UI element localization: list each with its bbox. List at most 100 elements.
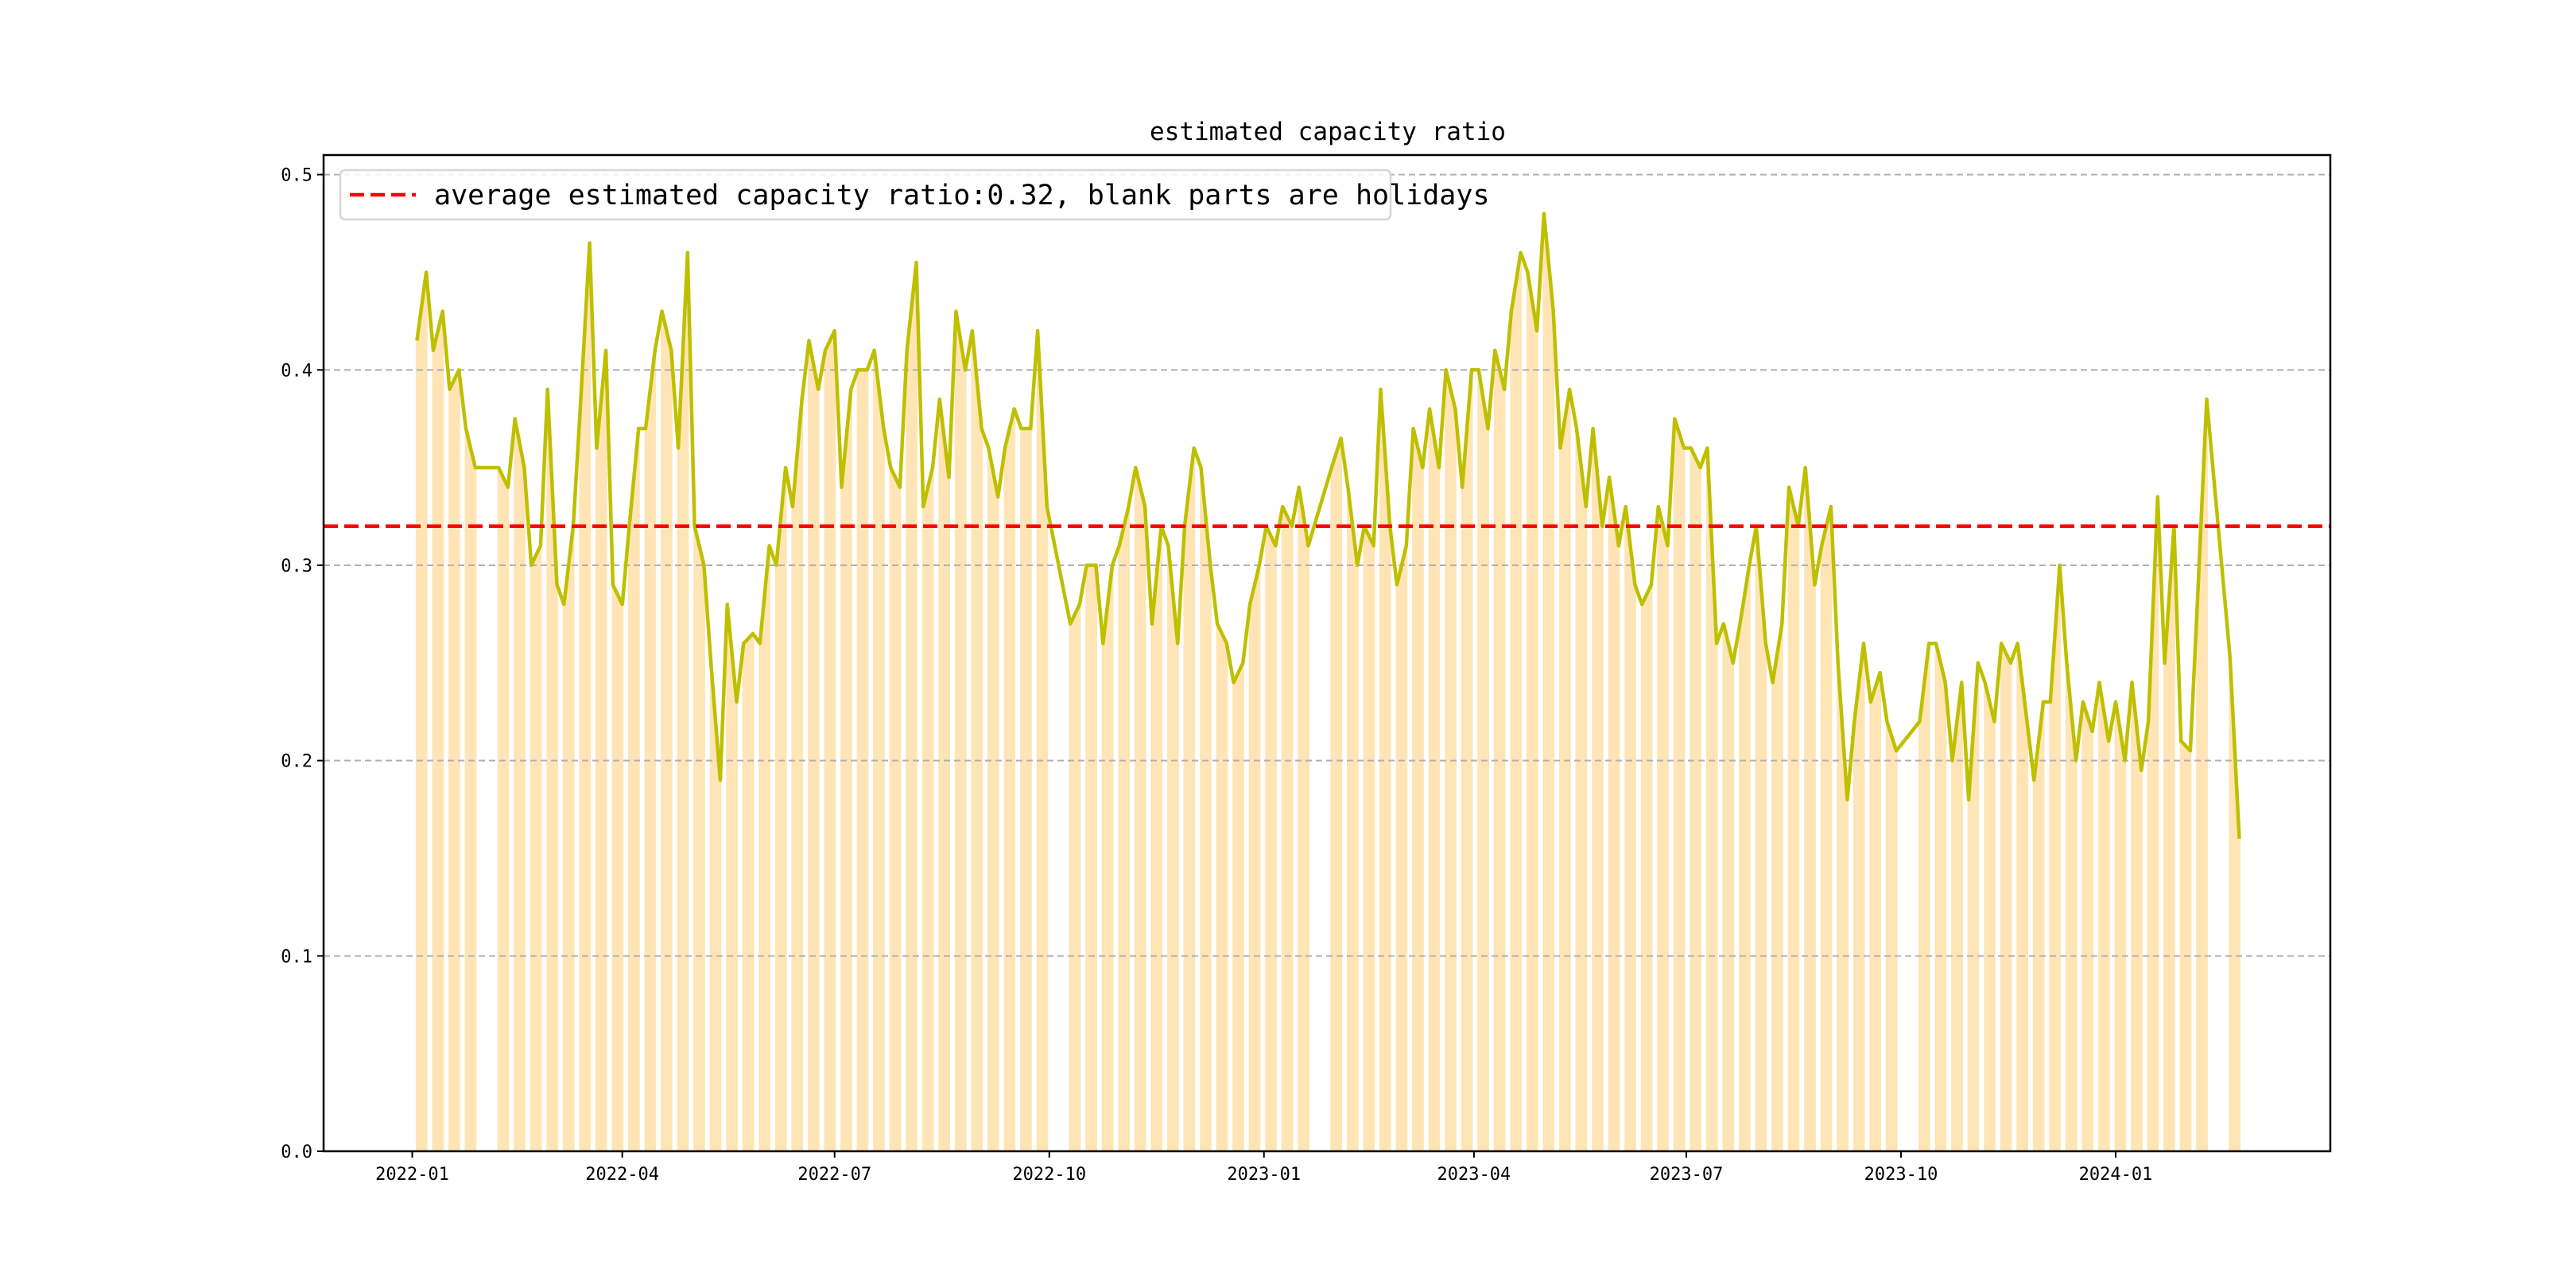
bar [1934, 643, 1947, 1151]
bar [1101, 564, 1114, 1151]
bar [840, 389, 852, 1152]
y-tick-label: 0.1 [281, 947, 312, 967]
bar [1984, 682, 1996, 1151]
bar [644, 350, 657, 1151]
bar [595, 350, 607, 1151]
legend-box [339, 169, 1392, 221]
bar [2147, 496, 2159, 1151]
bar [774, 467, 787, 1151]
x-axis: 2022-01 2022-04 2022-07 2022-10 2023-01 2023-… [375, 1151, 2152, 1185]
bar [987, 448, 999, 1151]
bar [1265, 526, 1277, 1151]
bar [1640, 584, 1653, 1151]
bar [1281, 506, 1294, 1151]
bar [1852, 643, 1865, 1151]
bar [921, 467, 934, 1151]
bar [1200, 467, 1212, 1151]
bar [628, 428, 640, 1151]
bar [2032, 701, 2045, 1151]
y-tick-label: 0.5 [281, 166, 312, 186]
bar [1183, 448, 1196, 1151]
bar [1363, 526, 1375, 1151]
bar [415, 272, 428, 1152]
bar [1820, 506, 1833, 1151]
x-tick-label: 2022-04 [585, 1165, 659, 1185]
bar [1787, 487, 1800, 1151]
bar [579, 242, 592, 1151]
bar [1510, 252, 1523, 1151]
bar [1232, 662, 1244, 1151]
bar [1771, 623, 1783, 1151]
capacity-ratio-line [415, 211, 2241, 840]
bar [889, 467, 902, 1151]
bar [1412, 428, 1424, 1151]
bar [1069, 604, 1081, 1151]
bar [1298, 487, 1309, 1151]
bar [1020, 428, 1032, 1151]
bar [1885, 721, 1898, 1151]
bar [1918, 643, 1930, 1151]
bar [661, 311, 673, 1151]
bar [2163, 526, 2175, 1151]
bar [1804, 467, 1816, 1151]
bar [2000, 643, 2012, 1151]
bar [1395, 545, 1408, 1151]
bar [497, 467, 510, 1151]
x-tick-label: 2022-01 [375, 1165, 449, 1185]
bar [2179, 741, 2192, 1151]
bar [432, 311, 444, 1151]
x-tick-label: 2022-07 [797, 1165, 871, 1185]
bar [1657, 506, 1669, 1151]
bar [1722, 623, 1735, 1151]
bar [1608, 477, 1620, 1151]
bar [677, 252, 689, 1151]
x-tick-label: 2024-01 [2079, 1165, 2153, 1185]
bar [1166, 545, 1179, 1151]
bar [1085, 564, 1097, 1151]
bar [2065, 662, 2077, 1151]
bar [709, 662, 722, 1151]
bar [611, 584, 624, 1151]
bar [1690, 448, 1702, 1151]
bar [873, 350, 885, 1151]
bar [1869, 673, 1882, 1151]
bar [2016, 643, 2028, 1151]
legend: average estimated capacity ratio:0.32, b… [339, 169, 1490, 221]
bar [1493, 350, 1506, 1151]
bar [726, 604, 738, 1151]
bar [1526, 272, 1538, 1152]
y-tick-label: 0.3 [281, 557, 312, 576]
bar [2097, 682, 2110, 1151]
legend-label: average estimated capacity ratio:0.32, b… [434, 180, 1490, 211]
bar [1739, 564, 1751, 1151]
bar [1118, 506, 1131, 1151]
bar [971, 331, 983, 1151]
bar [1248, 564, 1261, 1151]
bar [1134, 467, 1146, 1151]
y-tick-label: 0.2 [281, 752, 312, 772]
bar [1003, 409, 1016, 1151]
y-tick-label: 0.0 [281, 1143, 312, 1162]
y-tick-label: 0.4 [281, 361, 312, 381]
bar [1575, 428, 1588, 1151]
y-axis: 0.0 0.1 0.2 0.3 0.4 0.5 [281, 166, 324, 1162]
bar [1673, 418, 1686, 1151]
bar [1592, 428, 1604, 1151]
bar [1624, 506, 1636, 1151]
bar [938, 399, 951, 1151]
bar [1036, 331, 1049, 1151]
bar [1428, 409, 1441, 1151]
x-tick-label: 2023-01 [1227, 1165, 1301, 1185]
bar [1346, 487, 1359, 1151]
x-tick-label: 2022-10 [1012, 1165, 1086, 1185]
bar [1150, 526, 1163, 1151]
bar [758, 545, 771, 1151]
plot-frame [322, 153, 2332, 1153]
x-tick-label: 2023-04 [1437, 1165, 1511, 1185]
bar [2081, 701, 2094, 1151]
bar [2131, 682, 2143, 1151]
bar [2114, 701, 2127, 1151]
bar [562, 526, 575, 1151]
bar [791, 399, 804, 1151]
